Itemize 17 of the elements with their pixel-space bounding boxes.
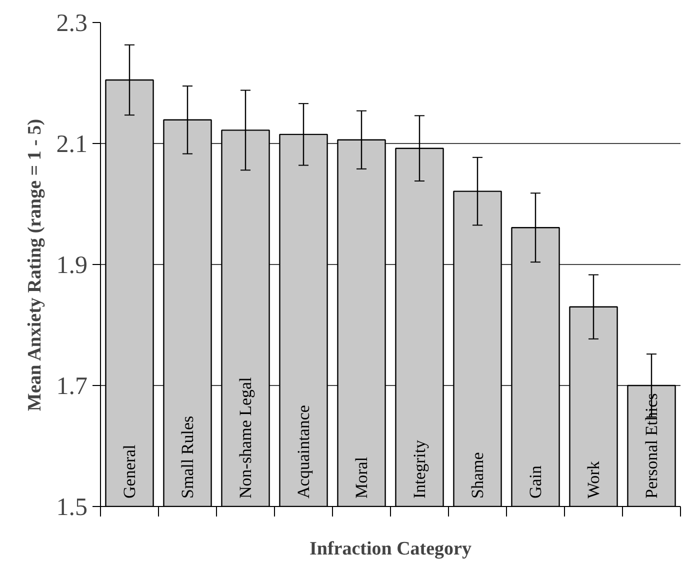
x-tick-label: Gain [526, 464, 545, 498]
y-axis-title: Mean Anxiety Rating (range = 1 - 5) [24, 118, 46, 412]
x-tick-label: Shame [468, 452, 487, 498]
y-tick-label: 1.9 [56, 252, 88, 279]
x-tick-label: Small Rules [178, 416, 197, 498]
y-tick-label: 2.1 [56, 131, 88, 158]
x-tick-label: Non-shame Legal [236, 376, 255, 498]
x-axis-title: Infraction Category [310, 538, 472, 560]
x-tick-label: Acquaintance [294, 405, 313, 498]
y-tick-label: 1.7 [56, 373, 88, 400]
x-tick-label: Moral [352, 456, 371, 498]
y-tick-label: 2.3 [56, 10, 88, 37]
x-tick-label: General [120, 444, 139, 498]
x-tick-label: Integrity [410, 439, 429, 498]
y-tick-label: 1.5 [56, 494, 88, 521]
x-tick-label: Work [584, 460, 603, 498]
x-tick-label: Personal Ethics [642, 393, 661, 498]
